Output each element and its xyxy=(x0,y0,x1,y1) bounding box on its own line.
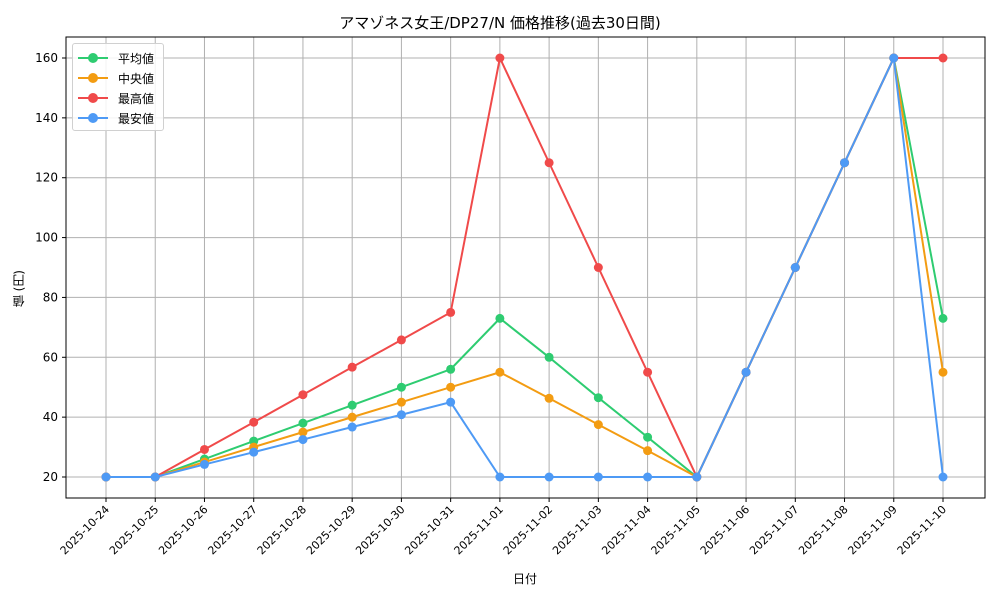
data-point xyxy=(396,335,406,345)
data-point xyxy=(938,313,948,323)
y-axis-ticks: 20 40 60 80 100 120 140 160 xyxy=(35,51,66,484)
data-point xyxy=(593,420,603,430)
data-point xyxy=(446,382,456,392)
x-tick-label: 2025-10-27 xyxy=(205,503,259,557)
data-point xyxy=(544,472,554,482)
data-point xyxy=(643,432,653,442)
data-series xyxy=(101,53,948,482)
data-point xyxy=(495,472,505,482)
legend: 平均値 中央値 最高値 最安値 xyxy=(72,43,164,131)
data-point xyxy=(199,444,209,454)
series-line xyxy=(101,53,948,482)
x-tick-label: 2025-10-29 xyxy=(304,503,358,557)
grid-lines xyxy=(66,37,985,498)
x-tick-label: 2025-10-26 xyxy=(156,503,210,557)
chart-title: アマゾネス女王/DP27/N 価格推移(過去30日間) xyxy=(339,14,661,32)
data-point xyxy=(741,367,751,377)
data-point xyxy=(446,307,456,317)
data-point xyxy=(298,435,308,445)
data-point xyxy=(347,400,357,410)
legend-item-min: 最安値 xyxy=(73,109,163,129)
data-point xyxy=(298,390,308,400)
data-point xyxy=(692,472,702,482)
data-point xyxy=(249,417,259,427)
data-point xyxy=(101,472,111,482)
data-point xyxy=(544,352,554,362)
y-tick-label: 120 xyxy=(35,171,58,185)
data-point xyxy=(889,53,899,63)
x-tick-label: 2025-11-07 xyxy=(747,503,801,557)
data-point xyxy=(938,472,948,482)
y-tick-label: 20 xyxy=(43,470,58,484)
data-point xyxy=(298,418,308,428)
x-tick-label: 2025-10-31 xyxy=(402,503,456,557)
x-tick-label: 2025-11-08 xyxy=(796,503,850,557)
dot-marker-icon xyxy=(88,73,98,83)
data-point xyxy=(938,367,948,377)
data-point xyxy=(347,412,357,422)
x-axis-ticks: 2025-10-242025-10-252025-10-262025-10-27… xyxy=(58,498,949,557)
x-tick-label: 2025-11-10 xyxy=(895,503,949,557)
data-point xyxy=(199,459,209,469)
data-point xyxy=(495,313,505,323)
data-point xyxy=(544,158,554,168)
x-tick-label: 2025-11-01 xyxy=(452,503,506,557)
data-point xyxy=(347,362,357,372)
data-point xyxy=(446,364,456,374)
data-point xyxy=(396,397,406,407)
y-tick-label: 40 xyxy=(43,410,58,424)
x-tick-label: 2025-10-25 xyxy=(107,503,161,557)
data-point xyxy=(495,367,505,377)
x-tick-label: 2025-11-06 xyxy=(698,503,752,557)
data-point xyxy=(593,472,603,482)
legend-item-max: 最高値 xyxy=(73,89,163,109)
data-point xyxy=(593,393,603,403)
dot-marker-icon xyxy=(88,53,98,63)
data-point xyxy=(643,446,653,456)
data-point xyxy=(298,427,308,437)
dot-marker-icon xyxy=(88,113,98,123)
data-point xyxy=(643,472,653,482)
data-point xyxy=(938,53,948,63)
x-tick-label: 2025-10-24 xyxy=(58,503,112,557)
plot-frame xyxy=(65,36,986,499)
y-tick-label: 160 xyxy=(35,51,58,65)
y-tick-label: 100 xyxy=(35,231,58,245)
data-point xyxy=(790,263,800,272)
x-tick-label: 2025-10-28 xyxy=(255,503,309,557)
y-tick-label: 80 xyxy=(43,290,58,304)
data-point xyxy=(495,53,505,63)
x-axis-label: 日付 xyxy=(512,572,537,586)
legend-item-median: 中央値 xyxy=(73,69,163,89)
x-tick-label: 2025-11-05 xyxy=(649,503,703,557)
y-tick-label: 60 xyxy=(43,350,58,364)
x-tick-label: 2025-11-02 xyxy=(501,503,555,557)
data-point xyxy=(396,382,406,392)
data-point xyxy=(249,447,259,457)
data-point xyxy=(840,158,850,168)
x-tick-label: 2025-10-30 xyxy=(353,503,407,557)
data-point xyxy=(396,410,406,420)
data-point xyxy=(544,393,554,403)
data-point xyxy=(593,263,603,272)
data-point xyxy=(643,367,653,377)
x-tick-label: 2025-11-03 xyxy=(550,503,604,557)
data-point xyxy=(446,397,456,407)
data-point xyxy=(150,472,160,482)
x-tick-label: 2025-11-04 xyxy=(599,503,653,557)
x-tick-label: 2025-11-09 xyxy=(845,503,899,557)
legend-item-average: 平均値 xyxy=(73,49,163,69)
dot-marker-icon xyxy=(88,93,98,103)
y-tick-label: 140 xyxy=(35,111,58,125)
data-point xyxy=(347,422,357,432)
